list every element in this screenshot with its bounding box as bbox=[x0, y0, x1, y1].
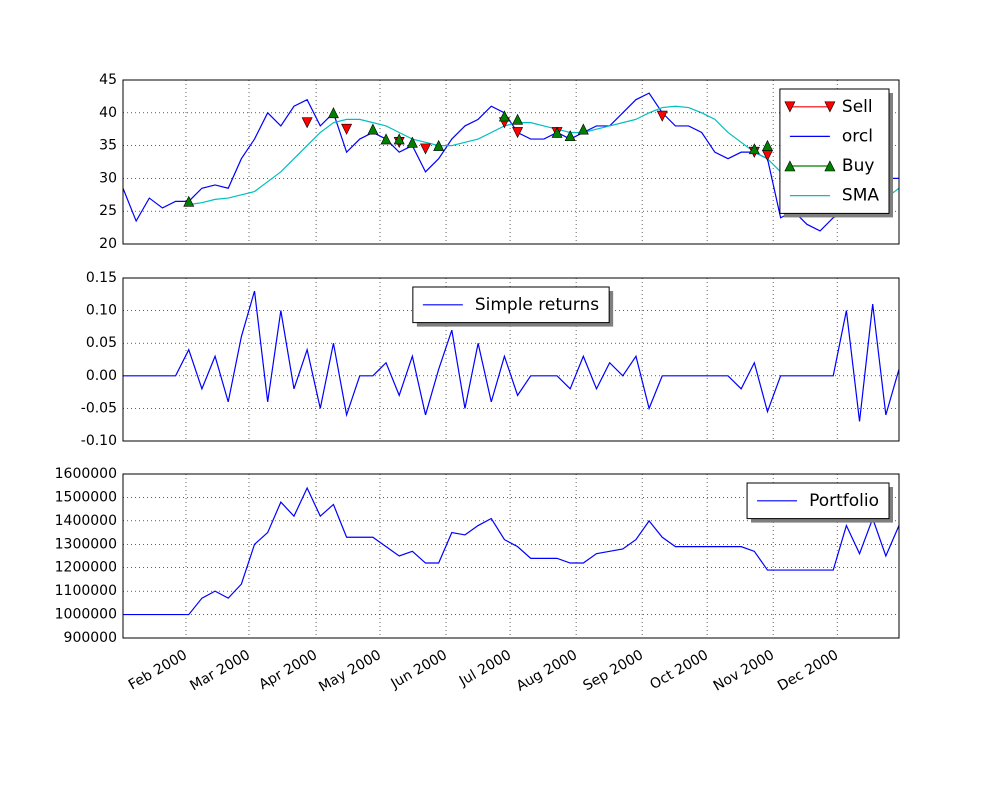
y-tick-label: 0.00 bbox=[86, 368, 117, 384]
legend: Portfolio bbox=[746, 482, 893, 523]
marker bbox=[433, 139, 445, 151]
data-line bbox=[123, 92, 899, 232]
legend-label: Buy bbox=[842, 156, 875, 176]
y-tick-label: 1000000 bbox=[55, 607, 117, 623]
y-tick-label: -0.10 bbox=[81, 433, 117, 449]
marker bbox=[577, 123, 589, 135]
data-line bbox=[123, 290, 899, 422]
y-tick-label: 0.05 bbox=[86, 335, 117, 351]
marker bbox=[393, 133, 405, 145]
marker bbox=[564, 130, 576, 142]
legend-marker bbox=[824, 101, 836, 113]
y-tick-label: 1200000 bbox=[55, 560, 117, 576]
legend-label: Simple returns bbox=[475, 295, 599, 315]
marker bbox=[761, 139, 773, 151]
axes-frame bbox=[122, 473, 900, 639]
y-tick-label: 1500000 bbox=[55, 489, 117, 505]
legend-marker bbox=[824, 160, 836, 172]
marker bbox=[327, 107, 339, 119]
marker bbox=[301, 117, 313, 129]
legend-marker bbox=[784, 160, 796, 172]
marker bbox=[656, 110, 668, 122]
y-tick-label: 35 bbox=[99, 138, 117, 154]
marker bbox=[380, 133, 392, 145]
axes-frame bbox=[122, 277, 900, 442]
marker bbox=[748, 143, 760, 155]
legend-label: Portfolio bbox=[809, 491, 879, 511]
y-tick-label: 45 bbox=[99, 72, 117, 88]
y-tick-label: 1300000 bbox=[55, 536, 117, 552]
legend-label: SMA bbox=[842, 186, 879, 206]
y-tick-label: 1400000 bbox=[55, 513, 117, 529]
y-tick-label: 25 bbox=[99, 203, 117, 219]
legend: Simple returns bbox=[412, 286, 614, 327]
y-tick-label: 0.10 bbox=[86, 303, 117, 319]
marker bbox=[512, 113, 524, 125]
y-tick-label: 900000 bbox=[64, 630, 117, 646]
y-tick-label: 0.15 bbox=[86, 270, 117, 286]
marker bbox=[498, 110, 510, 122]
data-line bbox=[123, 486, 899, 616]
y-tick-label: 40 bbox=[99, 105, 117, 121]
legend-label: Sell bbox=[842, 97, 873, 117]
marker bbox=[551, 126, 563, 138]
marker bbox=[183, 195, 195, 207]
y-tick-label: 20 bbox=[99, 236, 117, 252]
marker bbox=[341, 123, 353, 135]
y-tick-label: -0.05 bbox=[81, 400, 117, 416]
legend-box bbox=[779, 88, 890, 214]
axes-frame bbox=[122, 79, 900, 245]
marker bbox=[512, 127, 524, 139]
y-tick-label: 1100000 bbox=[55, 583, 117, 599]
marker bbox=[406, 136, 418, 148]
y-tick-label: 30 bbox=[99, 170, 117, 186]
legend-marker bbox=[784, 101, 796, 113]
legend: Sell orcl Buy SMA bbox=[779, 88, 893, 218]
marker bbox=[420, 143, 431, 155]
y-tick-label: 1600000 bbox=[55, 466, 117, 482]
legend-label: orcl bbox=[842, 126, 873, 146]
marker bbox=[367, 123, 379, 135]
